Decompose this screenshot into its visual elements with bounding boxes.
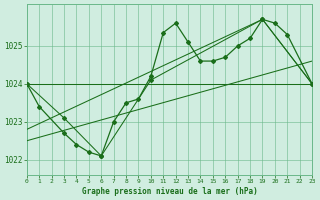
X-axis label: Graphe pression niveau de la mer (hPa): Graphe pression niveau de la mer (hPa) (82, 187, 257, 196)
